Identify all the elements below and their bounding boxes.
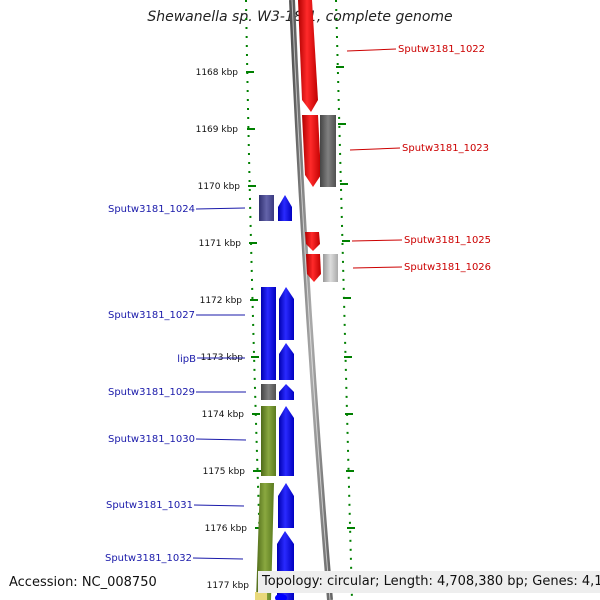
gene-label[interactable]: Sputw3181_1025: [404, 235, 491, 246]
leader-line: [193, 504, 245, 507]
ruler-label: 1177 kbp: [207, 581, 250, 591]
feature-olive-sputw3181-1031[interactable]: [256, 483, 274, 600]
cds-arrow-lipb[interactable]: [279, 343, 294, 380]
gene-label[interactable]: Sputw3181_1027: [108, 310, 195, 321]
leader-line: [346, 48, 397, 52]
cds-arrow-sputw3181-1026[interactable]: [306, 254, 321, 282]
feature-gray-sputw3181-1029[interactable]: [261, 384, 276, 400]
feature-lightgray-sputw3181-1026[interactable]: [323, 254, 338, 282]
ruler-right: [335, 0, 353, 600]
gene-label[interactable]: Sputw3181_1022: [398, 44, 485, 55]
ruler-label: 1168 kbp: [196, 68, 239, 78]
feature-gray-sputw3181-1023[interactable]: [320, 115, 336, 187]
gene-label[interactable]: Sputw3181_1024: [108, 204, 195, 215]
cds-arrow-sputw3181-1029[interactable]: [279, 384, 294, 400]
feature-olive-sputw3181-1030[interactable]: [261, 406, 276, 476]
cds-arrow-sputw3181-1031[interactable]: [278, 483, 294, 528]
ruler-label: 1171 kbp: [199, 239, 242, 249]
ruler-label: 1172 kbp: [200, 296, 243, 306]
cds-arrow-sputw3181-1022[interactable]: [298, 0, 318, 112]
leader-line: [349, 147, 401, 151]
gene-label[interactable]: Sputw3181_1032: [105, 553, 192, 564]
leader-line: [195, 207, 246, 210]
cds-arrow-sputw3181-1027[interactable]: [279, 287, 294, 340]
leader-line: [192, 557, 244, 560]
gene-label[interactable]: Sputw3181_1030: [108, 434, 195, 445]
gene-label[interactable]: lipB: [177, 354, 196, 365]
forward-features[interactable]: [298, 0, 338, 282]
gene-label[interactable]: Sputw3181_1029: [108, 387, 195, 398]
gene-label[interactable]: Sputw3181_1023: [402, 143, 489, 154]
cds-arrow-sputw3181-1030[interactable]: [279, 406, 294, 476]
leader-line: [352, 266, 403, 269]
cds-arrow-sputw3181-1025[interactable]: [305, 232, 320, 251]
gene-label[interactable]: Sputw3181_1031: [106, 500, 193, 511]
genome-summary-text: Topology: circular; Length: 4,708,380 bp…: [258, 571, 600, 593]
ruler-label: 1176 kbp: [205, 524, 248, 534]
reverse-features[interactable]: [255, 195, 294, 600]
leader-line: [351, 239, 403, 242]
ruler-label: 1175 kbp: [203, 467, 246, 477]
feature-blue-sputw3181-1027[interactable]: [261, 287, 276, 380]
accession-text: Accession: NC_008750: [9, 575, 157, 590]
cds-arrow-sputw3181-1024[interactable]: [278, 195, 292, 221]
ruler-label: 1170 kbp: [198, 182, 241, 192]
ruler-label: 1174 kbp: [202, 410, 245, 420]
gene-label[interactable]: Sputw3181_1026: [404, 262, 491, 273]
leader-line: [195, 438, 247, 441]
feature-slate-sputw3181-1024[interactable]: [259, 195, 274, 221]
ruler-label: 1169 kbp: [196, 125, 239, 135]
cds-arrow-sputw3181-1023[interactable]: [302, 115, 321, 187]
